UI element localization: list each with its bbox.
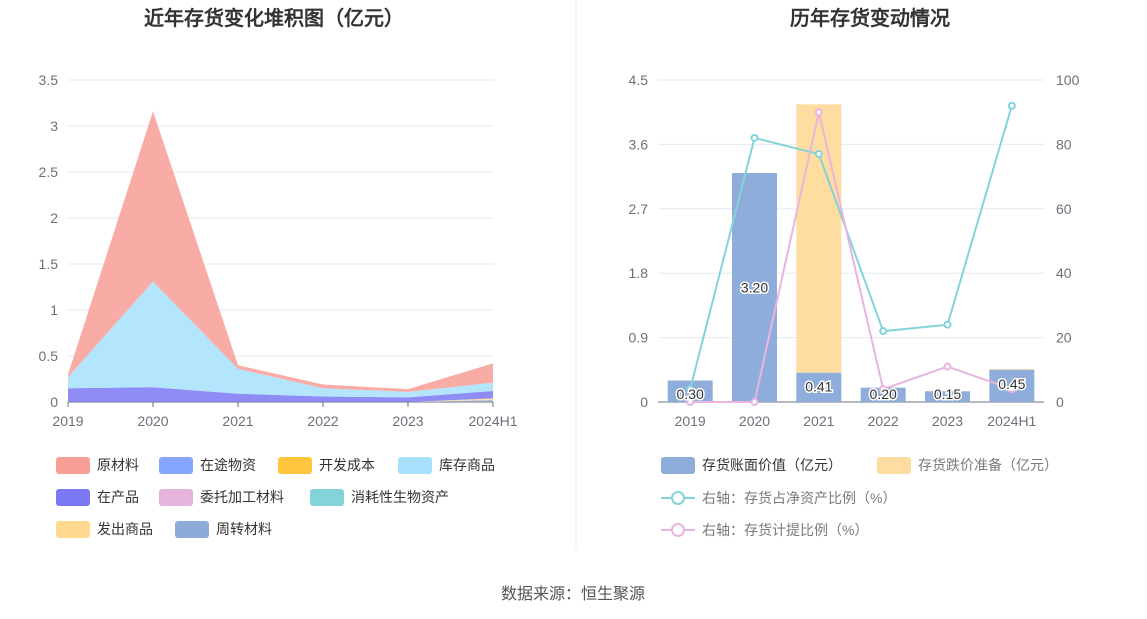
right-axis-tick-label: 40: [1056, 265, 1072, 281]
right-x-tick-label: 2022: [868, 413, 899, 429]
bar-impairment: [989, 369, 1035, 370]
legend-label: 消耗性生物资产: [351, 489, 449, 505]
area-series: [68, 387, 493, 402]
left-y-tick-label: 1.5: [39, 256, 59, 272]
left-chart-title: 近年存货变化堆积图（亿元）: [144, 6, 404, 30]
legend-swatch: [159, 489, 193, 506]
legend-swatch: [310, 489, 344, 506]
bar-book-value: [732, 173, 777, 402]
line-point: [814, 108, 823, 117]
area-series: [68, 400, 493, 402]
line-point: [943, 362, 952, 371]
bar-value-label: 0.30: [677, 386, 704, 402]
legend-label: 开发成本: [319, 457, 375, 473]
line-point: [750, 133, 759, 142]
left-axis-tick-label: 1.8: [629, 265, 649, 281]
left-x-tick-label: 2022: [307, 413, 338, 429]
line-point: [750, 398, 759, 406]
right-x-tick-label: 2020: [739, 413, 770, 429]
legend-line-marker: [671, 491, 685, 505]
left-axis-tick-label: 0: [640, 394, 648, 410]
left-y-tick-label: 1: [50, 302, 58, 318]
left-axis-tick-label: 4.5: [629, 72, 649, 88]
line-point: [879, 327, 888, 336]
legend-label: 发出商品: [97, 521, 153, 537]
line-point: [686, 385, 695, 394]
bar-value-label: 0.41: [805, 379, 832, 395]
left-y-tick-label: 0.5: [39, 348, 59, 364]
legend-label: 在途物资: [200, 457, 256, 473]
line-point: [943, 320, 952, 329]
line-point: [1007, 385, 1016, 394]
right-axis-tick-label: 80: [1056, 136, 1072, 152]
legend-swatch: [877, 457, 911, 474]
bar-value-label: 3.20: [741, 280, 768, 296]
left-x-tick-label: 2019: [52, 413, 83, 429]
bar-impairment: [796, 104, 842, 373]
legend-swatch: [278, 457, 312, 474]
legend-label: 周转材料: [216, 521, 272, 537]
right-x-tick-label: 2023: [932, 413, 963, 429]
left-x-tick-label: 2020: [137, 413, 168, 429]
right-x-tick-label: 2021: [803, 413, 834, 429]
right-axis-tick-label: 60: [1056, 201, 1072, 217]
legend-swatch: [661, 457, 695, 474]
right-chart-title: 历年存货变动情况: [790, 6, 950, 30]
line-point: [686, 398, 695, 406]
line-series: [689, 105, 1013, 390]
legend-label: 右轴：存货计提比例（%）: [702, 522, 868, 538]
legend-label: 存货账面价值（亿元）: [702, 457, 842, 473]
legend-label: 原材料: [97, 457, 139, 473]
legend-swatch: [56, 489, 90, 506]
legend-swatch: [398, 457, 432, 474]
left-y-tick-label: 2: [50, 210, 58, 226]
left-stacked-area-chart: 0 0.5 1 1.5 2 2.5 3 3.5 2019 2020 2021 2022 2023 2024…: [39, 72, 518, 538]
left-x-tick-label: 2021: [222, 413, 253, 429]
bar-value-label: 0.45: [998, 376, 1025, 392]
legend-label: 委托加工材料: [200, 489, 284, 505]
legend-swatch: [159, 457, 193, 474]
bar-value-label: 0.15: [934, 386, 961, 402]
legend-swatch: [175, 521, 209, 538]
left-axis-tick-label: 3.6: [629, 136, 649, 152]
right-x-tick-label: 2019: [675, 413, 706, 429]
right-axis-tick-label: 0: [1056, 394, 1064, 410]
left-y-tick-label: 3: [50, 118, 58, 134]
legend-label: 库存商品: [439, 457, 495, 473]
right-axis-tick-label: 20: [1056, 330, 1072, 346]
right-x-tick-label: 2024H1: [987, 413, 1036, 429]
bar-book-value: [860, 387, 906, 402]
bar-value-label: 0.20: [870, 386, 897, 402]
left-x-tick-label: 2023: [392, 413, 423, 429]
legend-line-marker: [671, 523, 685, 537]
area-series: [68, 111, 493, 392]
legend-label: 在产品: [97, 489, 139, 505]
data-source: 数据来源：恒生聚源: [501, 585, 645, 603]
legend-label: 右轴：存货占净资产比例（%）: [702, 490, 896, 506]
legend-swatch: [56, 457, 90, 474]
left-y-tick-label: 3.5: [39, 72, 59, 88]
left-axis-tick-label: 2.7: [629, 201, 649, 217]
area-series: [68, 281, 493, 398]
line-series: [690, 111, 1013, 403]
left-axis-tick-label: 0.9: [629, 330, 649, 346]
line-point: [1007, 101, 1016, 110]
line-point: [814, 150, 823, 159]
bar-book-value: [796, 372, 842, 402]
left-y-tick-label: 0: [50, 394, 58, 410]
legend-label: 存货跌价准备（亿元）: [918, 457, 1058, 473]
right-bar-line-chart: 0 0.9 1.8 2.7 3.6 4.5 0 20 40 60 80 100 0.30 3.20 0.41…: [629, 72, 1080, 538]
right-axis-tick-label: 100: [1056, 72, 1080, 88]
legend-swatch: [56, 521, 90, 538]
left-y-tick-label: 2.5: [39, 164, 59, 180]
bar-book-value: [925, 391, 970, 402]
left-x-tick-label: 2024H1: [468, 413, 517, 429]
line-point: [879, 385, 888, 394]
